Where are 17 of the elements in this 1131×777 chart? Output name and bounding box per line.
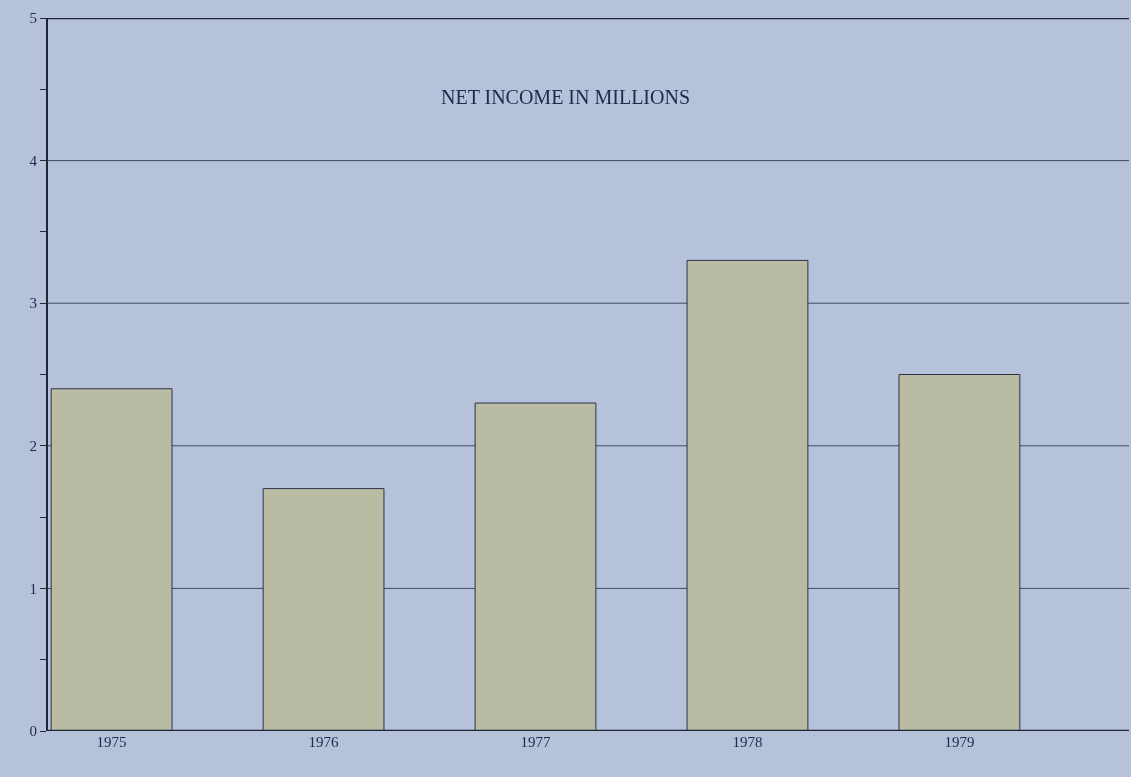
y-tick-label: 4	[29, 152, 38, 169]
y-tick-label: 3	[29, 295, 37, 312]
bar	[50, 388, 173, 731]
y-tick-label: 5	[29, 10, 37, 27]
x-tick-label: 1975	[96, 734, 127, 750]
y-tick-label: 1	[29, 580, 37, 597]
bar	[898, 374, 1021, 731]
text: NET INCOME IN MILLIONS	[440, 86, 691, 109]
x-tick-label: 1976	[308, 734, 340, 750]
y-tick-label: 2	[29, 438, 37, 455]
x-tick-label: 1977	[520, 734, 552, 750]
x-tick-label: 1978	[732, 734, 763, 750]
bar	[474, 402, 597, 731]
y-tick-label: 0	[29, 723, 37, 740]
bar	[686, 259, 809, 731]
x-tick-label: 1979	[944, 734, 975, 750]
bar	[262, 488, 385, 731]
